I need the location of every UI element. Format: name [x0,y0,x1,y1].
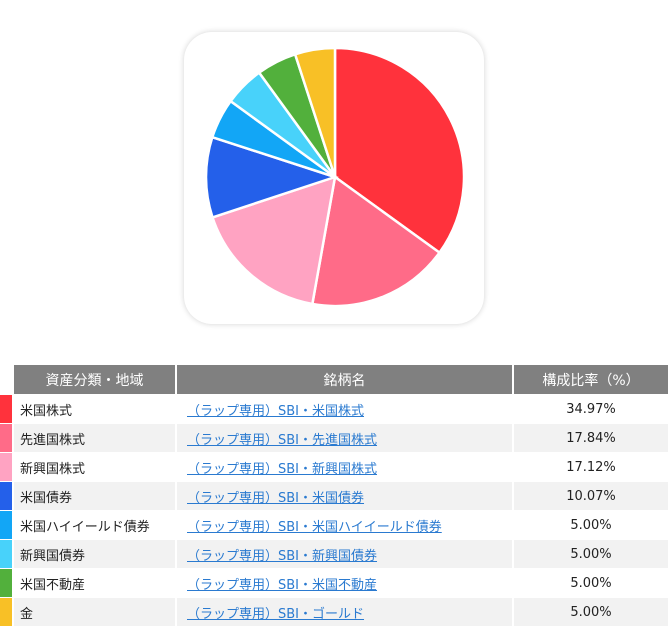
category-cell: 先進国株式 [14,424,175,452]
pie-slice-8 [293,46,337,178]
table-row: 米国不動産 （ラップ専用）SBI・米国不動産 5.00% [0,569,668,597]
allocation-table: 資産分類・地域 銘柄名 構成比率（%） 米国株式 （ラップ専用）SBI・米国株式… [0,364,670,627]
fund-cell: （ラップ専用）SBI・米国株式 [177,395,512,423]
color-swatch [0,511,12,539]
category-cell: 米国ハイイールド債券 [20,519,150,535]
percent-cell: 5.00% [514,598,668,626]
header-fund: 銘柄名 [177,365,512,394]
fund-link[interactable]: （ラップ専用）SBI・米国不動産 [187,577,378,593]
table-row: 先進国株式 （ラップ専用）SBI・先進国株式 17.84% [0,424,668,452]
percent-cell: 5.00% [570,575,612,591]
percent-cell: 34.97% [566,401,616,417]
fund-link[interactable]: （ラップ専用）SBI・ゴールド [187,606,365,622]
category-cell: 新興国債券 [14,540,175,568]
fund-cell: （ラップ専用）SBI・先進国株式 [177,424,512,452]
fund-link[interactable]: （ラップ専用）SBI・米国債券 [187,490,365,506]
table-header: 資産分類・地域 銘柄名 構成比率（%） [0,365,668,394]
category-cell: 米国株式 [20,403,73,419]
color-swatch [0,540,12,568]
table-row: 金 （ラップ専用）SBI・ゴールド 5.00% [0,598,668,626]
swatch-header [0,365,12,394]
color-swatch [0,598,12,626]
fund-cell: （ラップ専用）SBI・新興国株式 [177,453,512,481]
table-row: 米国株式 （ラップ専用）SBI・米国株式 34.97% [0,395,668,423]
percent-cell: 17.12% [566,459,616,475]
fund-link[interactable]: （ラップ専用）SBI・新興国債券 [187,548,378,564]
fund-cell: （ラップ専用）SBI・米国債券 [177,482,512,510]
color-swatch [0,395,12,423]
table-row: 新興国債券 （ラップ専用）SBI・新興国債券 5.00% [0,540,668,568]
fund-link[interactable]: （ラップ専用）SBI・米国ハイイールド債券 [187,519,442,535]
percent-cell: 10.07% [514,482,668,510]
pie-chart [204,46,466,308]
color-swatch [0,424,12,452]
table-row: 米国ハイイールド債券 （ラップ専用）SBI・米国ハイイールド債券 5.00% [0,511,668,539]
fund-link[interactable]: （ラップ専用）SBI・先進国株式 [187,432,378,448]
color-swatch [0,482,12,510]
percent-cell: 5.00% [514,540,668,568]
pie-slice-2 [310,174,442,308]
percent-cell: 5.00% [570,517,612,533]
fund-cell: （ラップ専用）SBI・米国ハイイールド債券 [177,511,512,539]
category-cell: 米国不動産 [20,577,86,593]
category-cell: 金 [14,598,175,626]
percent-cell: 17.84% [514,424,668,452]
category-cell: 米国債券 [14,482,175,510]
color-swatch [0,569,12,597]
table-row: 新興国株式 （ラップ専用）SBI・新興国株式 17.12% [0,453,668,481]
color-swatch [0,453,12,481]
pie-slice-4 [204,135,340,219]
fund-link[interactable]: （ラップ専用）SBI・米国株式 [187,403,365,419]
pie-slice-3 [210,175,337,306]
header-percent: 構成比率（%） [514,365,668,394]
fund-cell: （ラップ専用）SBI・ゴールド [177,598,512,626]
fund-cell: （ラップ専用）SBI・新興国債券 [177,540,512,568]
category-cell: 新興国株式 [20,461,86,477]
fund-link[interactable]: （ラップ専用）SBI・新興国株式 [187,461,378,477]
header-category: 資産分類・地域 [14,365,175,394]
fund-cell: （ラップ専用）SBI・米国不動産 [177,569,512,597]
pie-slice-1 [333,46,466,255]
table-row: 米国債券 （ラップ専用）SBI・米国債券 10.07% [0,482,668,510]
